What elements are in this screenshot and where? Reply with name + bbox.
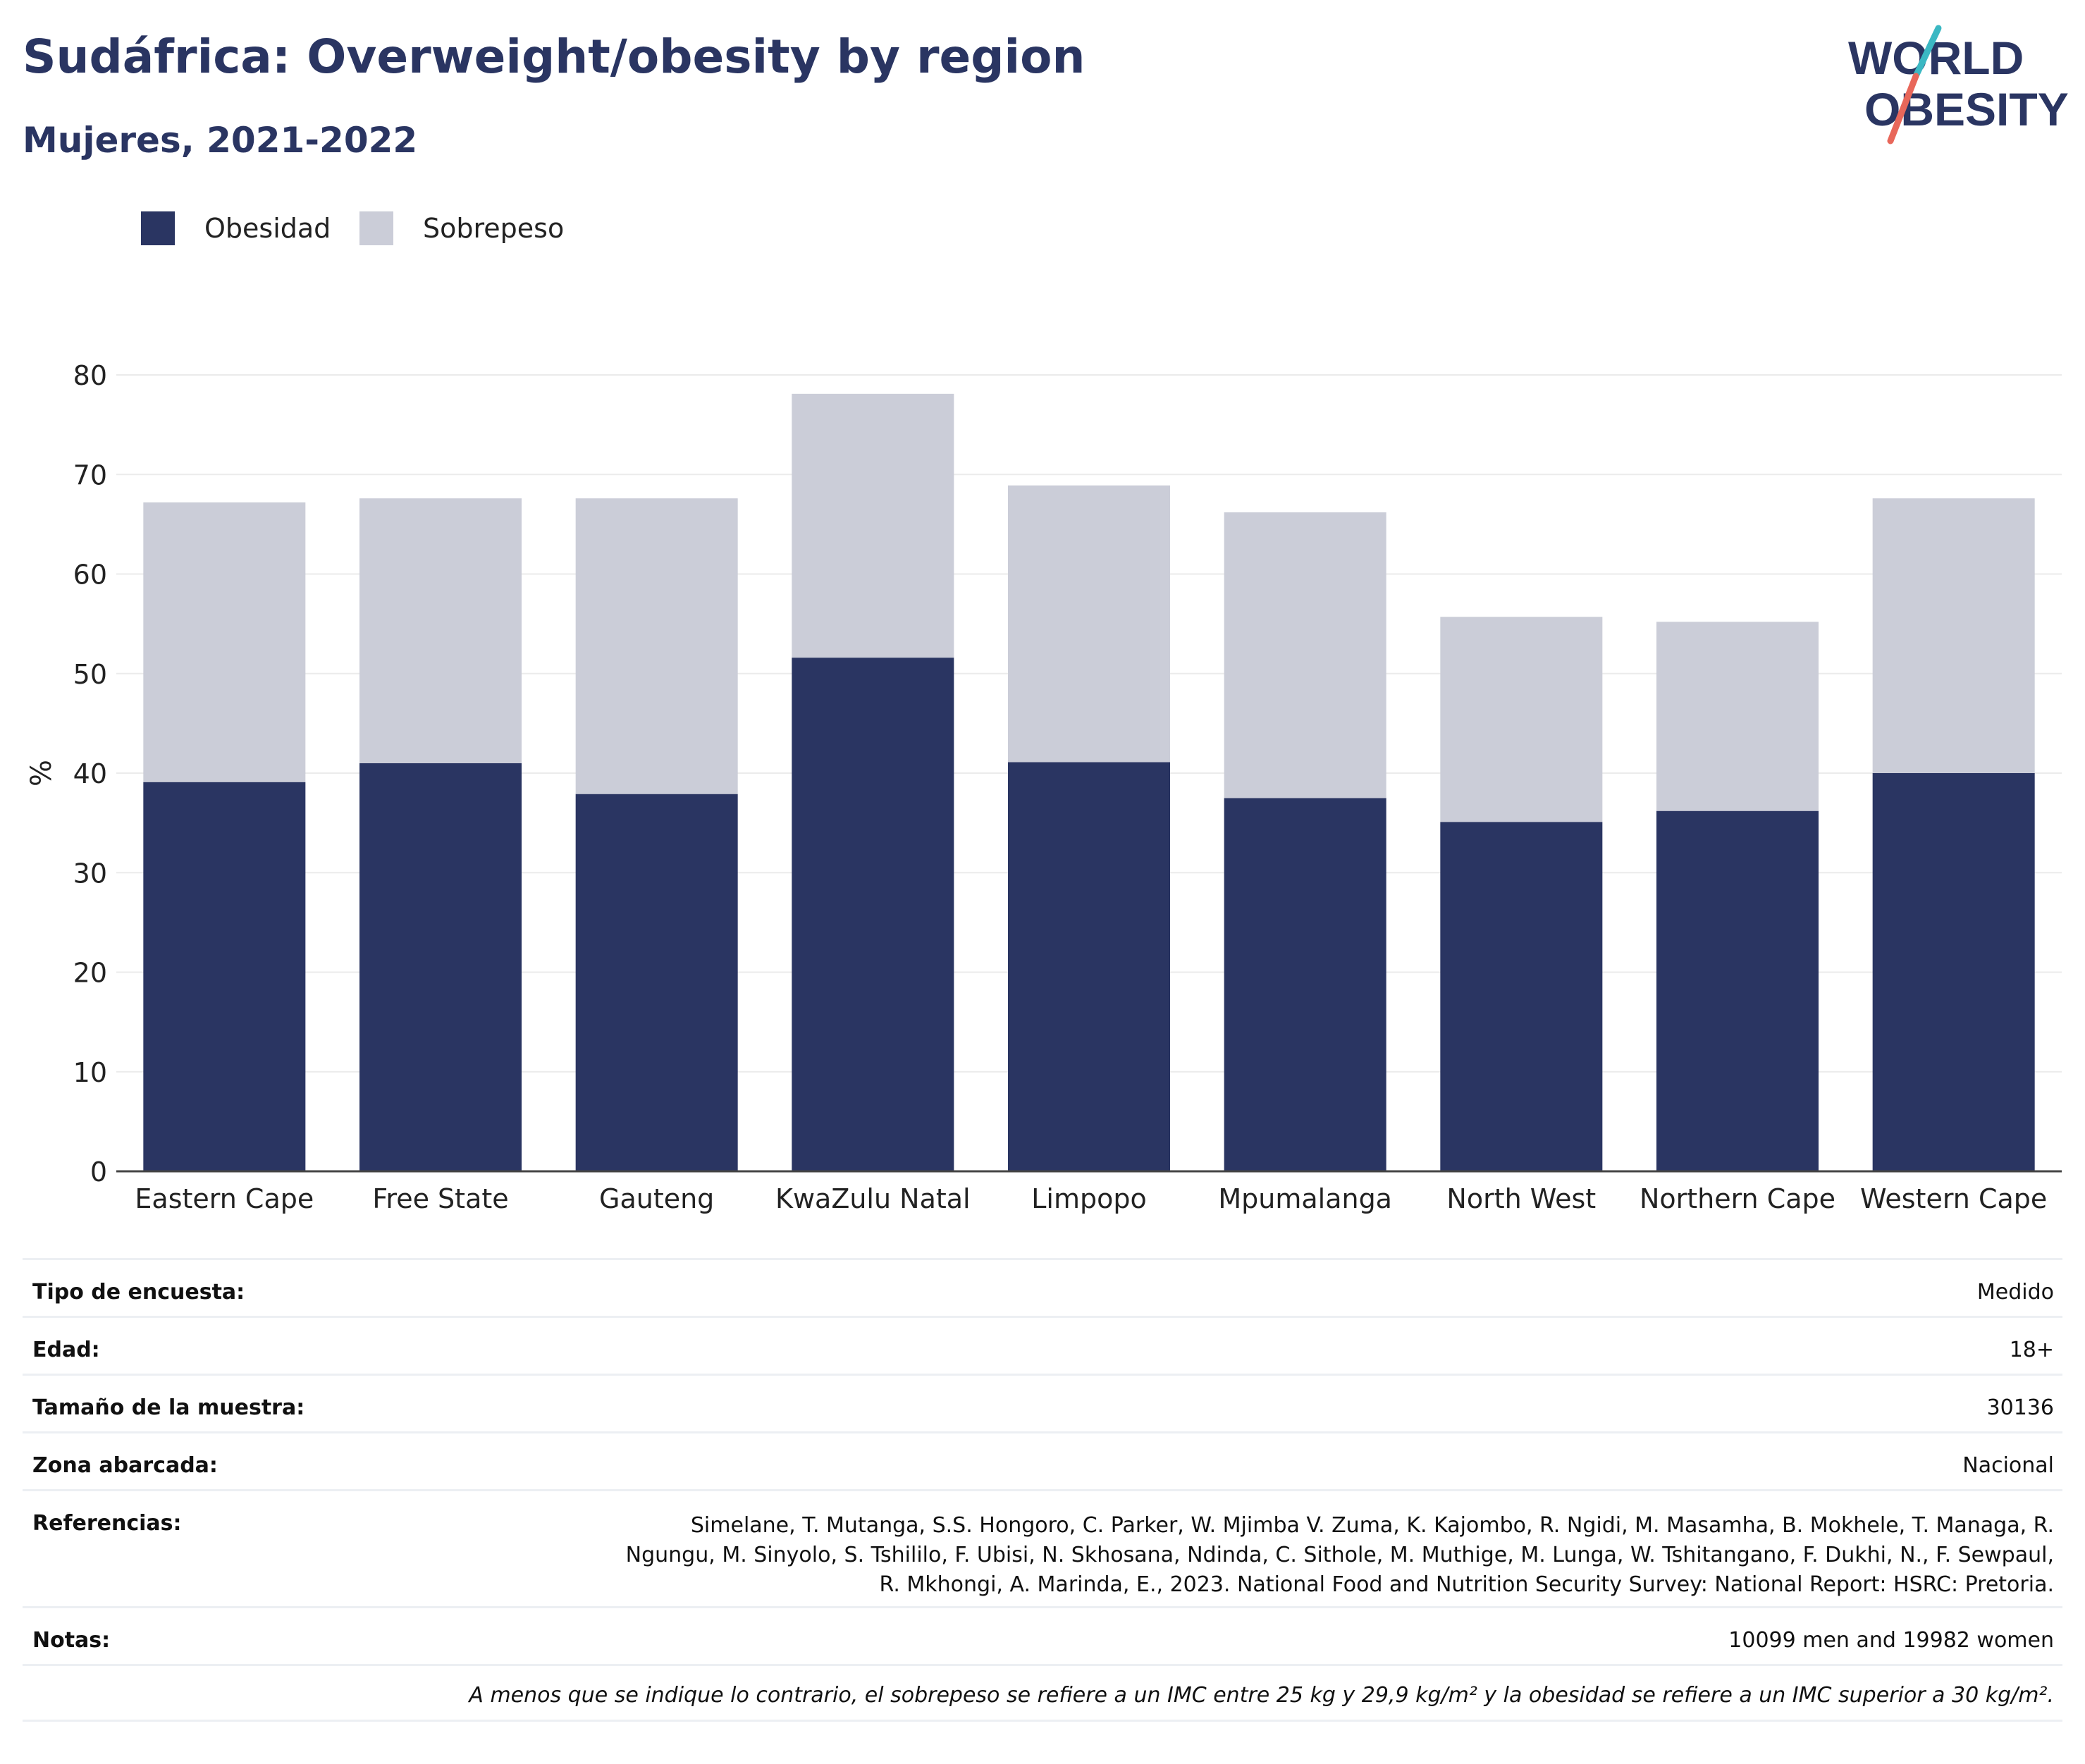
info-label-references: Referencias: (32, 1511, 182, 1536)
info-row-age: Edad: 18+ (23, 1316, 2062, 1374)
survey-info-table: Tipo de encuesta: Medido Edad: 18+ Tamañ… (23, 1258, 2062, 1722)
y-tick-label: 40 (73, 758, 107, 789)
reference-line: R. Mkhongi, A. Marinda, E., 2023. Nation… (879, 1572, 2054, 1597)
stacked-bar-chart: 0 10 20 30 40 50 60 70 80% Eastern Cape Free State… (25, 360, 2062, 1214)
bar-obesidad (575, 794, 738, 1171)
y-tick-label: 70 (73, 459, 107, 491)
info-value-references: Simelane, T. Mutanga, S.S. Hongoro, C. P… (517, 1511, 2054, 1600)
y-tick-label: 20 (73, 958, 107, 989)
chart-title: Sudáfrica: Overweight/obesity by region (23, 30, 1085, 84)
legend-swatch-sobrepeso (359, 211, 393, 245)
info-row-survey-type: Tipo de encuesta: Medido (23, 1258, 2062, 1316)
legend-label-obesidad: Obesidad (204, 213, 331, 244)
x-tick-label: Eastern Cape (135, 1183, 314, 1214)
info-label-age: Edad: (32, 1338, 100, 1362)
info-value-coverage: Nacional (1962, 1453, 2054, 1478)
y-tick-label: 0 (90, 1157, 107, 1188)
info-row-notes: Notas: 10099 men and 19982 women (23, 1606, 2062, 1664)
bar-sobrepeso (1008, 485, 1170, 763)
bar-sobrepeso (792, 393, 954, 658)
x-tick-label: Free State (372, 1183, 508, 1214)
bar-sobrepeso (575, 498, 738, 794)
y-tick-label: 80 (73, 360, 107, 391)
bar-obesidad (143, 782, 306, 1171)
bar-obesidad (792, 658, 954, 1171)
info-label-coverage: Zona abarcada: (32, 1453, 218, 1478)
chart-subtitle: Mujeres, 2021-2022 (23, 120, 418, 161)
x-tick-label: Northern Cape (1640, 1183, 1835, 1214)
info-row-references: Referencias: Simelane, T. Mutanga, S.S. … (23, 1489, 2062, 1606)
info-value-age: 18+ (2009, 1338, 2054, 1362)
reference-line: Ngungu, M. Sinyolo, S. Tshililo, F. Ubis… (625, 1543, 2054, 1567)
info-value-notes: 10099 men and 19982 women (1728, 1628, 2054, 1653)
info-row-sample-size: Tamaño de la muestra: 30136 (23, 1374, 2062, 1431)
legend-item-sobrepeso: Sobrepeso (359, 211, 564, 245)
bar-obesidad (1440, 822, 1603, 1171)
bar-sobrepeso (1440, 617, 1603, 822)
y-tick-label: 10 (73, 1057, 107, 1088)
y-tick-label: 30 (73, 858, 107, 889)
y-tick-label: 50 (73, 659, 107, 690)
x-tick-label: North West (1446, 1183, 1596, 1214)
x-tick-label: Western Cape (1860, 1183, 2047, 1214)
bar-sobrepeso (1656, 622, 1819, 811)
world-obesity-logo: WORLD OBESITY (1848, 25, 2069, 144)
legend-swatch-obesidad (141, 211, 175, 245)
bar-sobrepeso (359, 498, 522, 763)
info-label-sample-size: Tamaño de la muestra: (32, 1395, 305, 1420)
bar-obesidad (1008, 762, 1170, 1171)
logo-slash-coral (1887, 73, 1919, 144)
bar-obesidad (359, 763, 522, 1171)
x-tick-label: Mpumalanga (1218, 1183, 1392, 1214)
bar-sobrepeso (143, 502, 306, 782)
info-value-sample-size: 30136 (1986, 1395, 2054, 1420)
legend-label-sobrepeso: Sobrepeso (423, 213, 565, 244)
info-label-notes: Notas: (32, 1628, 111, 1653)
logo-slash-teal (1912, 25, 1942, 80)
y-axis-label: % (25, 760, 58, 787)
info-value-survey-type: Medido (1976, 1280, 2054, 1305)
y-tick-label: 60 (73, 560, 107, 591)
x-tick-label: Gauteng (599, 1183, 714, 1214)
info-row-coverage: Zona abarcada: Nacional (23, 1431, 2062, 1489)
definition-footnote: A menos que se indique lo contrario, el … (23, 1664, 2062, 1722)
legend-item-obesidad: Obesidad (141, 211, 331, 245)
bar-sobrepeso (1224, 512, 1386, 798)
info-label-survey-type: Tipo de encuesta: (32, 1280, 245, 1305)
bar-obesidad (1656, 810, 1819, 1171)
reference-line: Simelane, T. Mutanga, S.S. Hongoro, C. P… (690, 1513, 2054, 1538)
bar-obesidad (1872, 773, 2035, 1171)
x-tick-label: Limpopo (1031, 1183, 1147, 1214)
bar-sobrepeso (1872, 498, 2035, 773)
x-tick-label: KwaZulu Natal (775, 1183, 971, 1214)
bar-obesidad (1224, 798, 1386, 1171)
